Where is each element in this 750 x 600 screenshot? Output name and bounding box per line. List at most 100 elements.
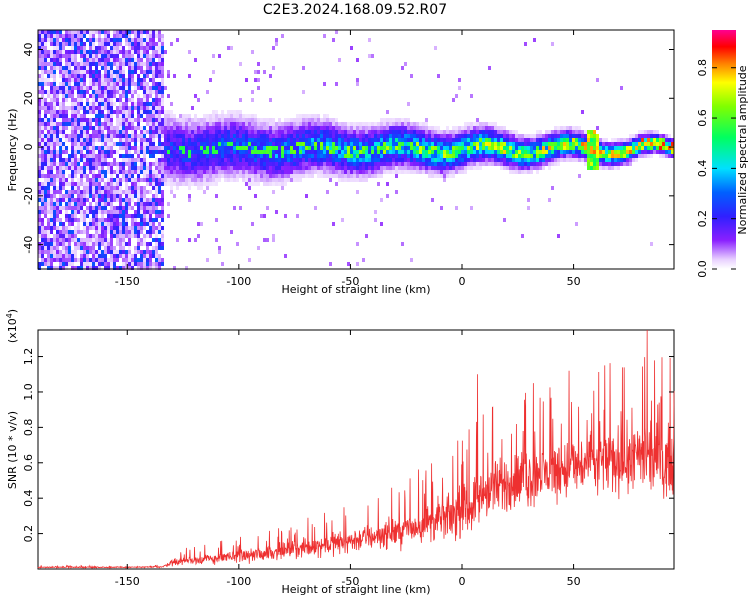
heatmap-cell (125, 190, 128, 194)
heatmap-cell (581, 158, 584, 162)
heatmap-cell (83, 266, 86, 270)
heatmap-cell (140, 50, 143, 54)
heatmap-cell (110, 230, 113, 234)
heatmap-cell (545, 158, 548, 162)
heatmap-cell (293, 130, 296, 134)
heatmap-cell (167, 154, 170, 158)
heatmap-cell (38, 250, 41, 254)
heatmap-cell (101, 138, 104, 142)
heatmap-cell (596, 78, 599, 82)
heatmap-cell (203, 154, 206, 158)
heatmap-cell (656, 134, 659, 138)
heatmap-cell (62, 86, 65, 90)
heatmap-cell (68, 226, 71, 230)
heatmap-cell (248, 258, 251, 262)
heatmap-cell (356, 78, 359, 82)
heatmap-cell (335, 158, 338, 162)
heatmap-cell (293, 138, 296, 142)
heatmap-cell (188, 166, 191, 170)
heatmap-cell (164, 166, 167, 170)
heatmap-cell (503, 126, 506, 130)
heatmap-cell (575, 146, 578, 150)
heatmap-cell (71, 98, 74, 102)
heatmap-cell (614, 138, 617, 142)
heatmap-cell (59, 70, 62, 74)
heatmap-cell (632, 158, 635, 162)
heatmap-cell (380, 170, 383, 174)
heatmap-cell (47, 250, 50, 254)
heatmap-cell (284, 158, 287, 162)
heatmap-cell (227, 170, 230, 174)
heatmap-cell (518, 154, 521, 158)
heatmap-cell (404, 118, 407, 122)
heatmap-cell (38, 98, 41, 102)
heatmap-cell (209, 154, 212, 158)
heatmap-cell (221, 166, 224, 170)
heatmap-cell (191, 170, 194, 174)
heatmap-cell (71, 94, 74, 98)
heatmap-cell (176, 162, 179, 166)
heatmap-cell (275, 162, 278, 166)
heatmap-cell (281, 182, 284, 186)
heatmap-cell (179, 158, 182, 162)
heatmap-cell (86, 66, 89, 70)
heatmap-cell (77, 258, 80, 262)
heatmap-cell (380, 130, 383, 134)
heatmap-cell (173, 166, 176, 170)
heatmap-cell (83, 218, 86, 222)
heatmap-cell (368, 166, 371, 170)
heatmap-cell (224, 174, 227, 178)
heatmap-cell (287, 146, 290, 150)
heatmap-cell (80, 78, 83, 82)
heatmap-cell (149, 118, 152, 122)
heatmap-cell (95, 250, 98, 254)
heatmap-cell (218, 150, 221, 154)
heatmap-cell (227, 166, 230, 170)
heatmap-cell (119, 254, 122, 258)
heatmap-cell (374, 166, 377, 170)
heatmap-cell (62, 246, 65, 250)
heatmap-cell (290, 146, 293, 150)
heatmap-cell (254, 78, 257, 82)
heatmap-cell (224, 150, 227, 154)
heatmap-cell (152, 226, 155, 230)
heatmap-cell (92, 234, 95, 238)
heatmap-cell (299, 178, 302, 182)
heatmap-cell (86, 154, 89, 158)
heatmap-cell (512, 130, 515, 134)
heatmap-cell (59, 202, 62, 206)
heatmap-cell (584, 158, 587, 162)
heatmap-cell (161, 66, 164, 70)
heatmap-cell (248, 146, 251, 150)
heatmap-cell (419, 154, 422, 158)
heatmap-cell (125, 158, 128, 162)
heatmap-cell (380, 142, 383, 146)
heatmap-cell (98, 38, 101, 42)
heatmap-cell (515, 170, 518, 174)
heatmap-cell (161, 210, 164, 214)
heatmap-cell (473, 150, 476, 154)
heatmap-cell (62, 230, 65, 234)
heatmap-cell (122, 246, 125, 250)
heatmap-cell (38, 242, 41, 246)
heatmap-cell (278, 142, 281, 146)
heatmap-cell (164, 178, 167, 182)
heatmap-cell (95, 190, 98, 194)
heatmap-cell (482, 122, 485, 126)
heatmap-cell (62, 250, 65, 254)
heatmap-cell (242, 122, 245, 126)
heatmap-cell (362, 170, 365, 174)
heatmap-cell (44, 62, 47, 66)
heatmap-cell (224, 134, 227, 138)
heatmap-cell (98, 218, 101, 222)
heatmap-cell (470, 94, 473, 98)
heatmap-cell (539, 130, 542, 134)
heatmap-cell (257, 138, 260, 142)
heatmap-cell (476, 142, 479, 146)
heatmap-cell (494, 146, 497, 150)
heatmap-cell (140, 62, 143, 66)
heatmap-cell (344, 154, 347, 158)
heatmap-cell (494, 162, 497, 166)
heatmap-cell (107, 90, 110, 94)
heatmap-cell (209, 170, 212, 174)
